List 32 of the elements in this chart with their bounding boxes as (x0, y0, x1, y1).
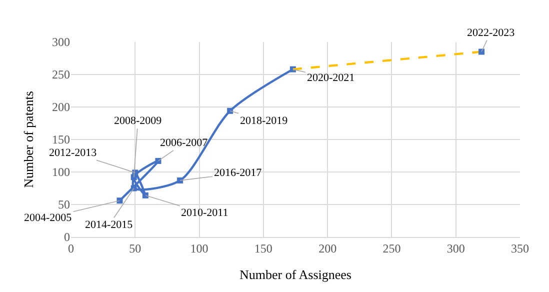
x-tick-label: 100 (190, 241, 208, 256)
point (130, 185, 137, 192)
x-tick-label: 350 (511, 241, 529, 256)
annotation: 2016-2017 (214, 167, 262, 179)
point (142, 192, 148, 198)
x-tick-label: 250 (382, 241, 401, 256)
x-axis-title: Number of Assignees (240, 267, 352, 282)
annotation: 2012-2013 (49, 147, 98, 159)
y-tick-label: 100 (52, 165, 70, 180)
point (227, 108, 234, 114)
point (155, 158, 162, 164)
annotation: 2004-2005 (24, 212, 72, 224)
annotation: 2006-2007 (160, 137, 208, 149)
x-tick-label: 150 (254, 241, 272, 256)
y-tick-label: 0 (64, 230, 70, 244)
annotation: 2022-2023 (467, 27, 516, 39)
annotation: 2020-2021 (307, 72, 355, 84)
annotation: 2008-2009 (114, 115, 162, 127)
annotation: 2010-2011 (181, 207, 228, 219)
point (116, 198, 123, 204)
y-tick-label: 250 (52, 68, 70, 82)
point (177, 177, 184, 184)
y-tick-label: 300 (52, 35, 70, 50)
x-tick-label: 300 (446, 241, 465, 256)
y-tick-label: 200 (52, 100, 70, 114)
y-axis-title: Number of patents (20, 91, 36, 188)
x-tick-label: 50 (129, 241, 142, 256)
y-tick-label: 150 (52, 132, 70, 147)
annotation: 2018-2019 (240, 115, 288, 127)
annotation: 2014-2015 (85, 219, 134, 231)
y-tick-label: 50 (58, 198, 70, 212)
x-tick-label: 200 (318, 241, 337, 256)
